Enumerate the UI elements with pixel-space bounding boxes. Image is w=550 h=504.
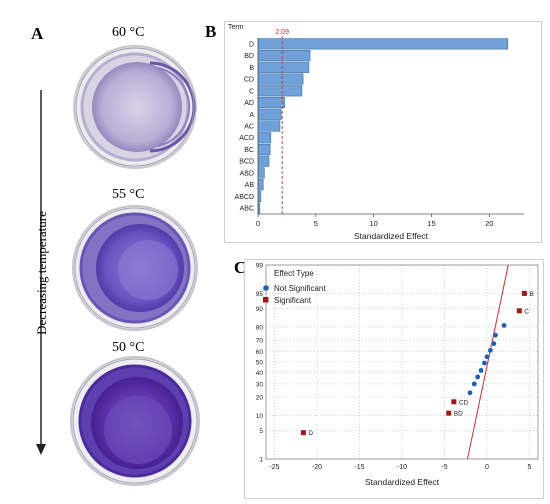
bar-B: [257, 61, 310, 73]
bar-AD: [257, 96, 285, 109]
term-label-CD: CD: [244, 77, 254, 84]
term-axis-label: Term: [228, 24, 244, 31]
term-label-BCD: BCD: [239, 159, 254, 166]
point-not-significant-0: [467, 390, 473, 396]
bar-CD: [257, 73, 304, 85]
x-tick-label-10: 10: [369, 219, 377, 228]
y-tick-label-10: 10: [256, 413, 264, 420]
x-tick-label--25: -25: [269, 464, 279, 471]
point-not-significant-1: [471, 381, 477, 387]
term-label-AD: AD: [244, 100, 254, 107]
legend-marker-significant: [263, 297, 269, 303]
x-tick-label-5: 5: [314, 219, 318, 228]
term-label-D: D: [249, 41, 254, 48]
point-label-D: D: [308, 430, 313, 437]
b-xaxis-title: Standardized Effect: [354, 231, 429, 241]
point-not-significant-9: [501, 322, 507, 328]
x-tick-label--5: -5: [441, 464, 447, 471]
y-tick-label-40: 40: [256, 370, 264, 377]
x-tick-label--20: -20: [312, 464, 322, 471]
point-significant-BD: [446, 410, 452, 416]
bar-BCD: [257, 155, 270, 167]
well-temp-50: 50 °C: [112, 340, 145, 355]
y-tick-label-1: 1: [259, 457, 263, 464]
legend-marker-not-significant: [263, 285, 269, 291]
y-tick-label-80: 80: [256, 324, 264, 331]
term-label-ABC: ABC: [240, 206, 254, 213]
point-not-significant-8: [493, 332, 498, 338]
decreasing-temperature-label: Decreasing temperature: [34, 211, 49, 335]
point-significant-D: [300, 430, 306, 436]
panel-c-label: C: [234, 258, 247, 277]
x-tick-label-15: 15: [427, 219, 435, 228]
plot-area-border: [265, 264, 539, 460]
well-55c: [72, 205, 198, 331]
x-tick-label-5: 5: [528, 464, 532, 471]
point-significant-B: [521, 290, 527, 296]
point-not-significant-6: [488, 347, 493, 353]
term-label-A: A: [249, 112, 254, 119]
y-tick-label-95: 95: [256, 291, 264, 298]
bar-D: [257, 38, 509, 50]
term-label-ABCD: ABCD: [235, 194, 254, 201]
bar-BD: [257, 50, 311, 62]
legend-title: Effect Type: [274, 269, 314, 278]
term-label-BC: BC: [244, 147, 254, 154]
x-tick-label--15: -15: [354, 464, 364, 471]
y-tick-label-50: 50: [256, 360, 264, 367]
x-tick-label-0: 0: [256, 219, 260, 228]
point-significant-CD: [451, 399, 457, 405]
term-label-ACD: ACD: [239, 135, 254, 142]
y-tick-label-30: 30: [256, 381, 264, 388]
y-tick-label-5: 5: [259, 428, 263, 435]
bar-ACD: [257, 132, 272, 144]
bar-A: [257, 108, 282, 120]
y-tick-label-70: 70: [256, 338, 264, 345]
c-xaxis-title: Standardized Effect: [365, 477, 440, 487]
reference-line-label: 2.09: [275, 29, 289, 36]
term-label-ABD: ABD: [240, 170, 254, 177]
legend-label-significant: Significant: [274, 296, 312, 305]
well-temp-55: 55 °C: [112, 187, 145, 202]
normal-plot-chart: 1 5 10 20 30 40 50 60 70 80 90 95 99 -25 -20 -15 -10 -5 0 5…: [244, 259, 544, 499]
well-temp-60: 60 °C: [112, 25, 145, 40]
well-50c: [70, 356, 200, 486]
bar-ABCD: [257, 190, 262, 202]
x-tick-label--10: -10: [397, 464, 407, 471]
bar-ABD: [257, 167, 265, 179]
y-tick-label-20: 20: [256, 395, 264, 402]
term-label-AB: AB: [245, 182, 255, 189]
term-label-BD: BD: [244, 53, 254, 60]
bar-BC: [257, 143, 271, 156]
point-not-significant-4: [482, 360, 487, 366]
point-not-significant-3: [478, 368, 484, 373]
arrow-head-icon: [36, 444, 46, 455]
panel-a-label: A: [31, 24, 44, 43]
term-label-C: C: [249, 88, 254, 95]
point-not-significant-7: [491, 341, 497, 347]
x-tick-label-0: 0: [485, 464, 489, 471]
legend-label-not-significant: Not Significant: [274, 284, 326, 293]
point-label-C: C: [524, 308, 529, 315]
point-significant-C: [516, 308, 522, 314]
point-label-BD: BD: [454, 411, 463, 418]
y-tick-label-90: 90: [256, 306, 264, 313]
bar-C: [257, 85, 303, 97]
x-tick-label-20: 20: [485, 219, 493, 228]
point-not-significant-2: [475, 374, 481, 380]
point-label-B: B: [529, 291, 533, 298]
point-label-CD: CD: [459, 399, 469, 406]
bar-AC: [257, 120, 281, 132]
point-not-significant-5: [484, 354, 490, 360]
y-tick-label-60: 60: [256, 349, 264, 356]
y-tick-label-99: 99: [256, 263, 264, 270]
term-label-B: B: [249, 65, 254, 72]
fit-line: [466, 264, 509, 460]
panel-b-label: B: [205, 22, 217, 41]
bar-AB: [257, 179, 264, 191]
well-60c: [73, 45, 197, 169]
term-label-AC: AC: [244, 124, 254, 131]
